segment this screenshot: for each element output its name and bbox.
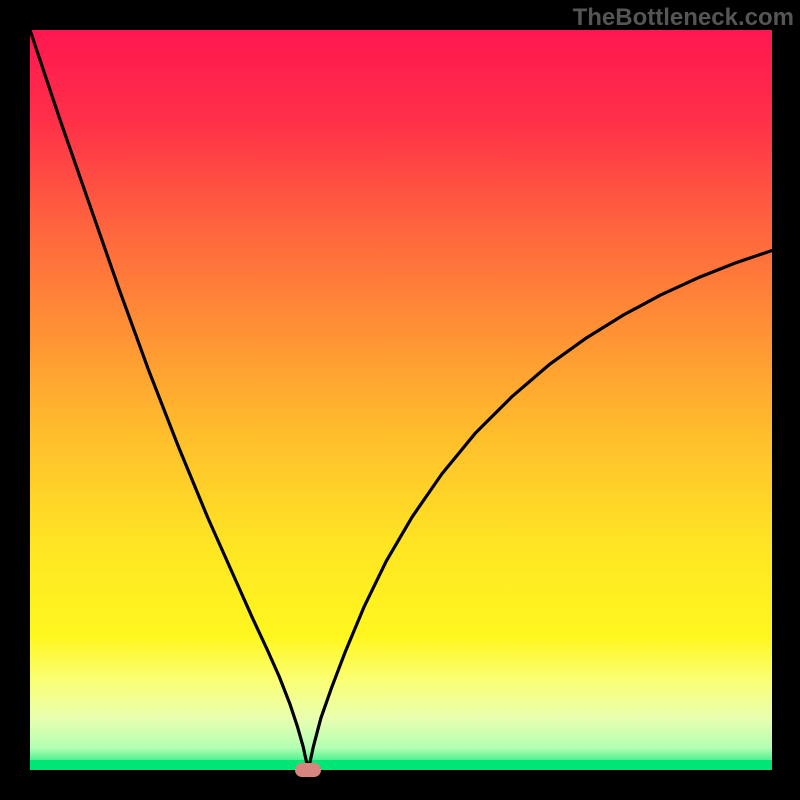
plot-area (30, 30, 772, 770)
chart-container: TheBottleneck.com (0, 0, 800, 800)
watermark-text: TheBottleneck.com (573, 4, 794, 32)
minimum-marker (295, 763, 321, 777)
bottleneck-curve (30, 30, 772, 770)
